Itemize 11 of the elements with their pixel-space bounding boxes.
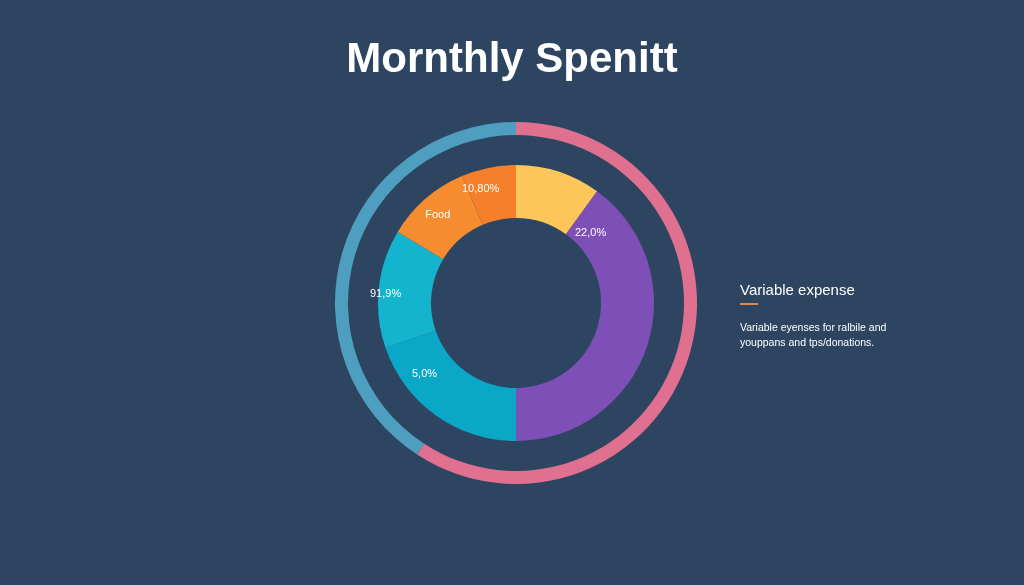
chart-title: Mornthly Spenitt xyxy=(345,34,679,82)
text: Variable eyenses for ralbile and youppans and tps/donations. xyxy=(740,320,888,350)
text: 5,0% xyxy=(412,367,438,379)
text: Variable expense xyxy=(740,281,855,298)
text: 22,0% xyxy=(575,226,607,238)
donut-slice xyxy=(335,122,516,455)
slice-label: Food xyxy=(425,207,451,220)
donut-slice xyxy=(516,191,654,441)
text: 10,80% xyxy=(462,182,500,194)
text: 91,9% xyxy=(370,287,402,299)
donut-slice xyxy=(461,165,516,225)
